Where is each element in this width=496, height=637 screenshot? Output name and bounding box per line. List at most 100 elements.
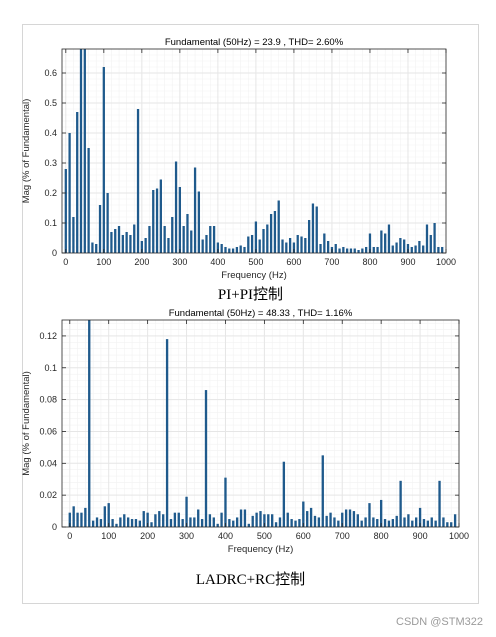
bar <box>357 250 360 253</box>
bar <box>269 214 273 253</box>
bar <box>91 520 95 527</box>
bar <box>304 238 307 253</box>
bar <box>204 390 208 527</box>
y-tick-label: 0.04 <box>39 458 57 468</box>
bar <box>266 224 269 253</box>
bar <box>136 109 140 253</box>
bar <box>115 523 118 527</box>
bar <box>146 512 149 527</box>
chart-pi-pi: 0 100 200 300 400 500 600 700 800 900 1000 0 0.1 0.2 0… <box>21 37 456 281</box>
x-tick-label: 200 <box>134 257 149 267</box>
bar <box>123 514 126 527</box>
bar <box>167 238 170 253</box>
bar <box>255 512 258 527</box>
bar <box>95 517 99 527</box>
x-tick-label: 0 <box>67 531 72 541</box>
bar <box>254 221 258 253</box>
bar <box>190 230 193 253</box>
bar <box>193 167 197 253</box>
bar <box>383 519 387 527</box>
bar <box>232 520 235 527</box>
bar <box>290 519 293 527</box>
bar <box>201 239 204 253</box>
bar <box>235 517 239 527</box>
bar <box>171 217 174 253</box>
bar <box>311 203 315 253</box>
bar <box>411 520 414 527</box>
bar <box>317 517 321 527</box>
bar <box>169 519 173 527</box>
bar <box>88 320 91 527</box>
bar <box>106 193 109 253</box>
y-tick-label: 0 <box>52 522 57 532</box>
bar <box>110 232 113 253</box>
bar <box>422 245 425 253</box>
plot-area <box>62 320 459 527</box>
y-tick-label: 0.4 <box>44 128 57 138</box>
bar <box>228 248 231 253</box>
bar <box>298 519 301 527</box>
bar <box>349 248 353 253</box>
bar <box>133 224 136 253</box>
bar <box>274 522 278 527</box>
bar <box>441 247 444 253</box>
bar <box>361 248 364 253</box>
x-tick-label: 700 <box>335 531 350 541</box>
bar <box>165 339 169 527</box>
bar <box>95 244 98 253</box>
bar <box>84 507 87 527</box>
bar <box>119 517 122 527</box>
bar <box>152 190 155 253</box>
x-tick-label: 800 <box>374 531 389 541</box>
bar <box>288 238 292 253</box>
bar <box>379 499 383 527</box>
x-tick-label: 100 <box>101 531 116 541</box>
bar <box>87 148 90 253</box>
bar <box>148 226 151 253</box>
x-tick-label: 600 <box>286 257 301 267</box>
bar <box>387 520 391 527</box>
x-axis-label: Frequency (Hz) <box>221 270 286 281</box>
y-tick-label: 0.06 <box>39 426 57 436</box>
bar <box>98 205 102 253</box>
bar <box>76 112 79 253</box>
bar <box>315 206 318 253</box>
bar <box>162 514 165 527</box>
bar <box>173 512 177 527</box>
bar <box>114 229 117 253</box>
bar <box>307 220 311 253</box>
bar <box>278 517 282 527</box>
bar <box>380 230 383 253</box>
bar <box>228 519 231 527</box>
x-tick-label: 1000 <box>449 531 469 541</box>
bar <box>391 245 394 253</box>
bar <box>129 235 132 253</box>
bar <box>235 247 239 253</box>
bar <box>247 523 250 527</box>
bar <box>453 514 457 527</box>
bar <box>64 169 67 253</box>
bar <box>326 241 330 253</box>
y-tick-label: 0.12 <box>39 331 57 341</box>
x-axis-label: Frequency (Hz) <box>228 544 293 555</box>
bar <box>430 517 433 527</box>
bar <box>325 515 328 527</box>
bar <box>292 242 296 253</box>
bar <box>323 233 326 253</box>
bar <box>126 517 130 527</box>
bar <box>208 514 212 527</box>
bar <box>273 211 277 253</box>
bar <box>239 245 242 253</box>
bar <box>300 236 303 253</box>
bar <box>258 239 261 253</box>
bar <box>263 514 266 527</box>
bar <box>399 480 402 527</box>
y-tick-label: 0.3 <box>44 158 57 168</box>
bar <box>239 509 243 527</box>
x-tick-label: 500 <box>248 257 263 267</box>
bar <box>142 511 145 527</box>
bar <box>111 519 114 527</box>
bar <box>414 245 417 253</box>
x-tick-label: 900 <box>400 257 415 267</box>
